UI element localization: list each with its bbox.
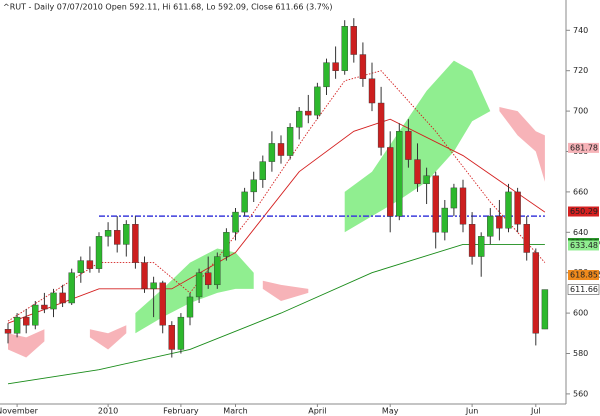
candle-body xyxy=(241,191,248,213)
y-tick-label: 580 xyxy=(573,349,588,358)
cloud xyxy=(499,107,545,182)
candle-body xyxy=(177,316,185,350)
candle-body xyxy=(296,110,303,128)
cloud xyxy=(89,325,127,350)
x-tick-label: March xyxy=(223,407,247,416)
price-tag-label: 681.78 xyxy=(570,143,598,152)
indicator-line xyxy=(7,243,545,385)
candle-body xyxy=(214,256,221,286)
candle-body xyxy=(523,224,530,253)
candle-body xyxy=(41,304,48,310)
candle-body xyxy=(150,282,157,290)
candle-body xyxy=(478,236,485,257)
candle-body xyxy=(332,62,339,71)
candle-body xyxy=(223,232,230,257)
y-tick-label: 660 xyxy=(573,187,588,196)
candle-body xyxy=(232,211,239,233)
price-tag xyxy=(568,206,599,217)
price-tag-label: 633.48 xyxy=(570,241,598,250)
candle-body xyxy=(132,224,139,263)
price-tag xyxy=(568,142,599,153)
candle-body xyxy=(405,131,412,160)
price-tag-label: 618.855 xyxy=(570,271,600,280)
candle-body xyxy=(13,316,21,334)
candle-body xyxy=(195,272,203,298)
candle-body xyxy=(359,54,367,79)
candle-body xyxy=(277,143,285,156)
price-tag xyxy=(568,270,599,281)
candle-body xyxy=(204,272,212,286)
y-tick-label: 560 xyxy=(573,389,588,398)
indicator-line xyxy=(7,118,546,324)
candle-body xyxy=(23,316,30,326)
x-tick-label: November xyxy=(0,407,39,416)
candle-body xyxy=(314,86,321,116)
cloud xyxy=(262,280,309,301)
candle-body xyxy=(541,289,549,330)
candle-body xyxy=(459,187,467,225)
x-tick-label: April xyxy=(308,407,326,416)
x-tick-label: 2010 xyxy=(98,407,118,416)
price-tag xyxy=(567,284,600,295)
candle-body xyxy=(505,191,512,229)
candle-body xyxy=(59,292,66,304)
candle-body xyxy=(532,252,539,334)
candle-body xyxy=(286,127,294,156)
y-tick-label: 720 xyxy=(573,66,588,75)
candle-body xyxy=(423,175,430,185)
candle-body xyxy=(168,325,176,350)
candle-body xyxy=(104,230,112,237)
x-tick-label: Jun xyxy=(465,407,479,416)
candle-body xyxy=(141,262,148,290)
candle-body xyxy=(250,179,257,193)
candle-body xyxy=(387,147,394,217)
x-tick-label: Jul xyxy=(530,407,541,416)
candle-body xyxy=(50,292,57,310)
y-tick-label: 740 xyxy=(573,26,588,35)
y-tick-label: 700 xyxy=(573,107,588,116)
candle-body xyxy=(450,187,458,209)
candle-body xyxy=(305,110,312,116)
plot xyxy=(4,18,549,385)
candle-body xyxy=(77,260,85,273)
candle-body xyxy=(441,207,448,233)
x-tick-label: May xyxy=(382,407,399,416)
candle-body xyxy=(396,131,403,217)
candle-body xyxy=(113,230,121,245)
candle-body xyxy=(159,282,166,326)
candle-body xyxy=(68,272,75,304)
candle-body xyxy=(350,26,357,55)
price-tag-label: 650.29 xyxy=(570,207,598,216)
x-tick-label: February xyxy=(163,407,199,416)
candle-body xyxy=(468,224,476,257)
chart-title: ^RUT - Daily 07/07/2010 Open 592.11, Hi … xyxy=(3,3,333,12)
candle-body xyxy=(95,236,103,269)
candle-body xyxy=(414,159,421,185)
candle-body xyxy=(259,161,266,180)
candle-body xyxy=(123,224,130,245)
candle-body xyxy=(496,215,503,229)
candle-body xyxy=(186,296,194,318)
candle-body xyxy=(514,191,521,225)
y-tick-label: 600 xyxy=(573,309,588,318)
candle-body xyxy=(32,304,39,326)
candle-body xyxy=(487,215,494,237)
candle-body xyxy=(86,260,94,269)
candle-body xyxy=(432,175,439,233)
price-tag-label: 611.66 xyxy=(570,285,598,294)
candle-body xyxy=(4,329,12,334)
candle-body xyxy=(268,143,276,162)
candle-body xyxy=(341,26,348,71)
y-tick-label: 640 xyxy=(573,228,588,237)
candle-body xyxy=(323,62,330,88)
candle-body xyxy=(377,102,385,148)
price-tag xyxy=(568,240,599,251)
candle-body xyxy=(368,78,376,104)
